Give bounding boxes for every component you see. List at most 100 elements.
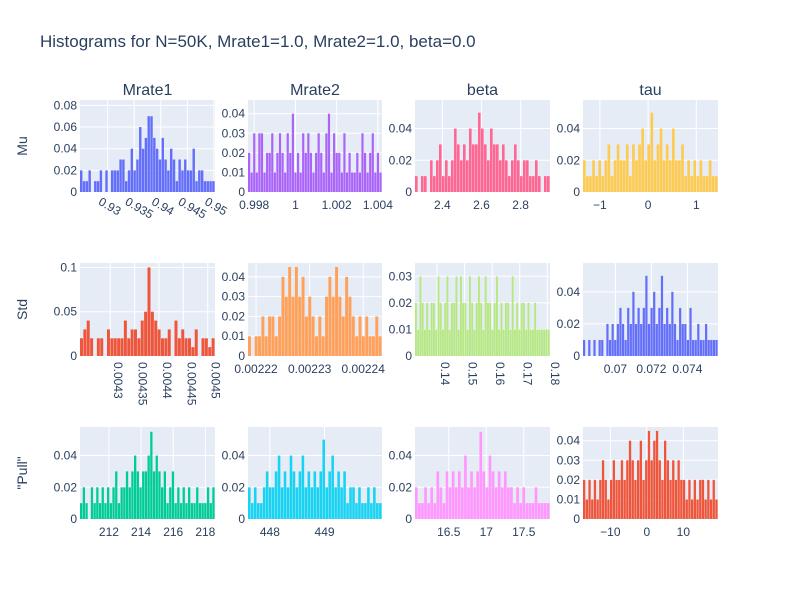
histogram-bar xyxy=(328,276,332,356)
histogram-bar xyxy=(130,148,134,192)
histogram-bar xyxy=(157,329,161,356)
histogram-bar xyxy=(171,471,175,519)
histogram-bar xyxy=(147,116,150,192)
x-tick-label: 2.6 xyxy=(473,198,490,212)
histogram-bar xyxy=(200,170,204,192)
histogram-bar xyxy=(424,329,426,356)
x-tick-label: 17 xyxy=(480,525,494,539)
histogram-bar xyxy=(685,499,688,519)
histogram-bar xyxy=(632,144,635,192)
histogram-bar xyxy=(343,133,346,192)
histogram-bar xyxy=(130,329,134,356)
histogram-bar xyxy=(707,479,710,519)
histogram-bar xyxy=(614,339,617,356)
histogram-bar xyxy=(451,302,453,356)
histogram-bar xyxy=(451,160,454,192)
histogram-bar xyxy=(177,338,181,356)
histogram-bar xyxy=(457,329,460,356)
histogram-bar xyxy=(196,487,199,519)
histogram-bar xyxy=(172,159,176,192)
histogram-bar xyxy=(361,503,364,519)
histogram-bar xyxy=(485,487,489,519)
y-tick-label: 0.04 xyxy=(557,285,581,299)
histogram-bar xyxy=(161,137,164,192)
histogram-bar xyxy=(534,487,538,519)
histogram-bar xyxy=(85,181,89,192)
histogram-bar xyxy=(653,440,656,519)
histogram-bar xyxy=(433,503,437,519)
histogram-bar xyxy=(628,440,632,519)
histogram-bar xyxy=(650,460,653,519)
chart-title: Histograms for N=50K, Mrate1=1.0, Mrate2… xyxy=(40,32,476,51)
x-tick-label: 0.14 xyxy=(438,362,452,386)
histogram-bar xyxy=(338,296,342,356)
histogram-bar xyxy=(631,460,634,519)
histogram-bar xyxy=(686,339,690,356)
histogram-bar xyxy=(535,160,538,192)
histogram-bar xyxy=(201,338,205,356)
histogram-bar xyxy=(286,133,289,192)
histogram-bar xyxy=(144,311,148,356)
histogram-bar xyxy=(189,170,193,192)
histogram-bar xyxy=(346,503,349,519)
histogram-bar xyxy=(194,329,198,356)
y-tick-label: 0.04 xyxy=(222,107,246,121)
histogram-bar xyxy=(161,338,164,356)
histogram-bar xyxy=(482,329,485,356)
histogram-bar xyxy=(694,339,697,356)
histogram-bar xyxy=(367,487,370,519)
histogram-bar xyxy=(543,329,546,356)
histogram-bar xyxy=(133,170,136,192)
histogram-bar xyxy=(625,144,629,192)
histogram-bar xyxy=(112,487,115,519)
histogram-bar xyxy=(301,455,305,519)
histogram-bar xyxy=(604,160,608,192)
histogram-bar xyxy=(312,172,315,192)
histogram-bar xyxy=(150,431,153,519)
histogram-bar xyxy=(473,329,476,356)
histogram-bar xyxy=(209,503,212,519)
y-tick-label: 0.1 xyxy=(60,260,77,274)
histogram-bar xyxy=(134,329,137,356)
histogram-bar xyxy=(128,487,131,519)
histogram-bar xyxy=(658,460,661,519)
histogram-bar xyxy=(331,455,334,519)
histogram-bar xyxy=(139,127,142,192)
histogram-bar xyxy=(428,329,431,356)
x-tick-label: 448 xyxy=(260,525,280,539)
histogram-bar xyxy=(507,487,510,519)
histogram-bar xyxy=(286,487,290,519)
column-title: Mrate1 xyxy=(123,82,173,99)
histogram-bar xyxy=(253,133,256,192)
histogram-bar xyxy=(371,336,375,356)
histogram-bar xyxy=(714,176,718,192)
histogram-bar xyxy=(591,499,594,519)
histogram-bar xyxy=(333,133,336,192)
histogram-bar xyxy=(96,181,100,192)
histogram-bar xyxy=(307,133,310,192)
histogram-bar xyxy=(677,460,680,519)
x-tick-label: 0.00435 xyxy=(136,362,150,406)
histogram-bar xyxy=(101,487,104,519)
x-tick-label: 218 xyxy=(195,525,215,539)
histogram-bar xyxy=(606,323,609,356)
histogram-bar xyxy=(125,181,128,192)
histogram-bar xyxy=(655,323,658,356)
histogram-bar xyxy=(260,133,264,192)
histogram-bar xyxy=(209,181,212,192)
histogram-bar xyxy=(676,339,679,356)
histogram-bar xyxy=(370,503,373,519)
histogram-bar xyxy=(208,347,212,356)
histogram-bar xyxy=(248,336,251,356)
histogram-bar xyxy=(629,176,632,192)
histogram-bar xyxy=(507,302,510,356)
histogram-bar xyxy=(696,499,699,519)
histogram-bar xyxy=(448,487,452,519)
histogram-bar xyxy=(629,323,632,356)
histogram-bar xyxy=(482,471,486,519)
histogram-bar xyxy=(294,172,297,192)
histogram-bar xyxy=(493,144,496,192)
histogram-bar xyxy=(583,339,586,356)
histogram-bar xyxy=(453,302,456,356)
histogram-bar xyxy=(505,160,508,192)
